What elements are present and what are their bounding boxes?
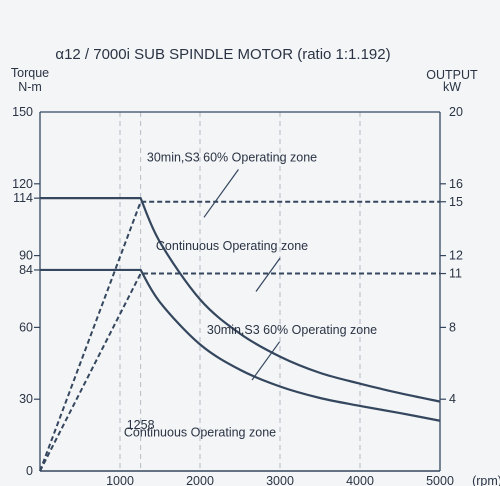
x-tick-label: 3000 — [266, 474, 294, 486]
x-tick-label: 2000 — [186, 474, 214, 486]
left-axis-title: Torque — [11, 66, 49, 80]
chart-title: α12 / 7000i SUB SPINDLE MOTOR (ratio 1:1… — [55, 46, 390, 63]
base-speed-label: 1258 — [127, 418, 155, 432]
right-tick-label: 15 — [449, 195, 463, 209]
left-tick-label: 150 — [12, 105, 33, 119]
x-tick-label: 5000 — [426, 474, 454, 486]
left-tick-label: 120 — [12, 177, 33, 191]
right-tick-label: 4 — [449, 392, 456, 406]
zone-annotation: 30min,S3 60% Operating zone — [147, 150, 317, 164]
x-axis-unit-label: (rpm) — [472, 474, 500, 486]
torque-line-0 — [40, 197, 441, 403]
right-axis-unit: kW — [443, 80, 461, 94]
right-tick-label: 12 — [449, 249, 463, 263]
left-tick-label: 114 — [13, 191, 33, 205]
left-tick-label: 84 — [19, 263, 33, 277]
zone-pointer-line — [255, 257, 281, 292]
left-axis-unit: N-m — [18, 80, 42, 94]
right-tick-label: 8 — [449, 320, 456, 334]
zone-pointer-line — [251, 341, 281, 381]
zone-annotation: Continuous Operating zone — [156, 239, 308, 253]
left-tick-label: 30 — [19, 392, 33, 406]
left-tick-label: 0 — [26, 464, 33, 478]
x-tick-label: 4000 — [346, 474, 374, 486]
x-tick-label: 1000 — [106, 474, 134, 486]
right-tick-label: 20 — [449, 105, 463, 119]
zone-annotation: Continuous Operating zone — [124, 426, 276, 440]
zone-pointer-line — [203, 169, 239, 218]
right-tick-label: 11 — [449, 267, 462, 281]
zone-annotation: 30min,S3 60% Operating zone — [207, 323, 377, 337]
torque-line-1 — [40, 268, 441, 422]
left-tick-label: 60 — [19, 320, 33, 334]
right-tick-label: 16 — [449, 177, 463, 191]
right-axis-title: OUTPUT — [426, 68, 478, 82]
output-line-3 — [39, 272, 440, 472]
left-tick-label: 90 — [19, 249, 33, 263]
